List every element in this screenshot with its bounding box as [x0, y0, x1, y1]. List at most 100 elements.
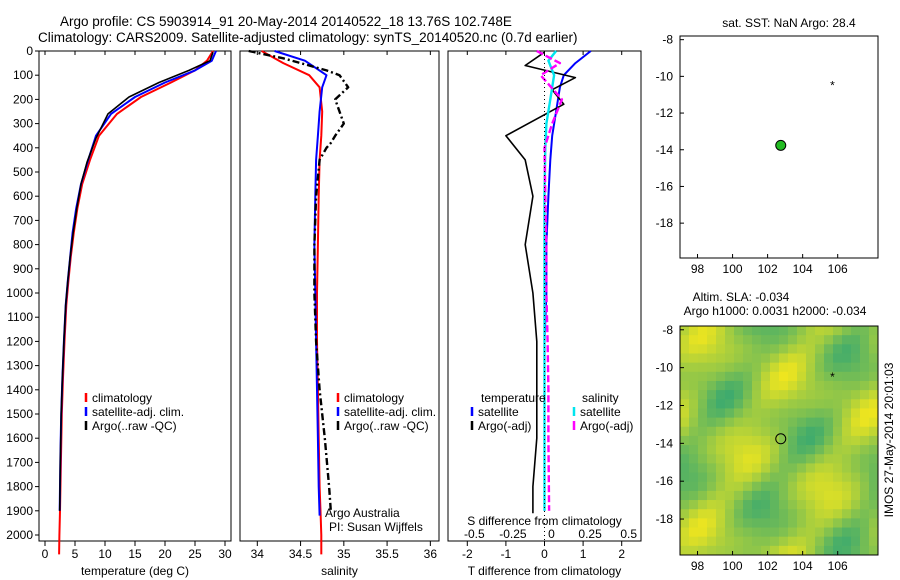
depth-tick-label: 800: [13, 238, 33, 252]
sla-cell: [806, 371, 816, 382]
difference-legend-temperature-label: Argo(-adj): [478, 419, 531, 433]
sla-cell: [851, 326, 861, 336]
sla-cell: [797, 335, 807, 345]
sla-cell: [743, 435, 753, 446]
sla-cell: [860, 426, 870, 437]
sla-cell: [761, 371, 771, 382]
sla-cell: [725, 545, 735, 556]
sla-cell: [815, 481, 825, 492]
sla-cell: [716, 344, 726, 354]
sst_map-ytick-label: -14: [656, 143, 674, 157]
sla-cell: [707, 536, 717, 547]
sla-cell: [707, 417, 717, 428]
sla-cell: [680, 472, 690, 483]
sla-cell: [779, 335, 789, 345]
sla-cell: [689, 426, 699, 437]
sst_map-xtick-label: 98: [691, 262, 705, 276]
sla-cell: [707, 490, 717, 501]
sla-cell: [842, 463, 852, 474]
temperature-xtick-label: 25: [188, 547, 202, 561]
sla-cell: [680, 500, 690, 510]
sla-cell: [734, 435, 744, 446]
sla-cell: [842, 335, 852, 345]
sla-cell: [689, 463, 699, 474]
sla-cell: [770, 326, 780, 336]
sla-cell: [725, 426, 735, 437]
sla-cell: [752, 518, 762, 529]
sla-cell: [779, 445, 789, 455]
sla-cell: [707, 435, 717, 446]
sla-cell: [680, 326, 690, 336]
sla-cell: [806, 454, 816, 464]
sla-cell: [770, 353, 780, 364]
sla-cell: [833, 463, 843, 474]
sla-cell: [734, 490, 744, 501]
sla_map-ytick-label: -12: [656, 398, 674, 412]
sla-cell: [806, 518, 816, 529]
sla-cell: [824, 326, 834, 336]
sla_map-xtick-label: 100: [723, 559, 743, 573]
sla-cell: [797, 362, 807, 373]
depth-tick-label: 1700: [6, 455, 33, 469]
sla-cell: [851, 417, 861, 428]
sla-cell: [824, 445, 834, 455]
sla-cell: [770, 390, 780, 400]
sla-cell: [689, 344, 699, 354]
sla_map-ytick-label: -8: [662, 323, 673, 337]
sla-cell: [752, 545, 762, 556]
sla-cell: [689, 390, 699, 400]
sla-cell: [734, 536, 744, 547]
sla-cell: [752, 481, 762, 492]
sla-cell: [860, 399, 870, 409]
sla-cell: [815, 463, 825, 474]
sla-cell: [860, 545, 870, 556]
sla-cell: [707, 445, 717, 455]
sla-cell: [716, 500, 726, 510]
salinity-annotation: Argo Australia: [325, 506, 400, 520]
sla-cell: [851, 545, 861, 556]
difference-xtick-label: 1: [580, 547, 587, 561]
sla-cell: [833, 445, 843, 455]
sla-cell: [833, 490, 843, 501]
sla-cell: [815, 445, 825, 455]
sla-cell: [851, 454, 861, 464]
sla-cell: [824, 536, 834, 547]
sla-cell: [689, 371, 699, 382]
sla-cell: [752, 353, 762, 364]
sla_map-ytick-label: -16: [656, 474, 674, 488]
sst_map-xtick-label: 102: [758, 262, 778, 276]
difference-top-axis-label: S difference from climatology: [467, 514, 622, 528]
depth-tick-label: 2000: [6, 528, 33, 542]
sla-cell: [761, 545, 771, 556]
sla-cell: [725, 326, 735, 336]
sla-cell: [824, 380, 834, 391]
sla-cell: [698, 353, 708, 364]
sla-cell: [806, 362, 816, 373]
sla-cell: [860, 463, 870, 474]
sla-cell: [824, 399, 834, 409]
salinity-annotation: PI: Susan Wijffels: [329, 520, 423, 534]
sst-map-title: sat. SST: NaN Argo: 28.4: [722, 16, 856, 30]
sla-cell: [761, 536, 771, 547]
sla-cell: [725, 518, 735, 529]
sla-cell: [806, 353, 816, 364]
sla-cell: [707, 545, 717, 556]
sla-cell: [680, 399, 690, 409]
sla-cell: [842, 344, 852, 354]
sla-cell: [797, 536, 807, 547]
sla-cell: [716, 463, 726, 474]
sla-cell: [689, 545, 699, 556]
sla-cell: [833, 481, 843, 492]
sla-cell: [815, 380, 825, 391]
sla-cell: [761, 509, 771, 519]
sla-cell: [698, 435, 708, 446]
sla-cell: [797, 472, 807, 483]
sla-cell: [779, 545, 789, 556]
sla-cell: [824, 518, 834, 529]
sla-cell: [689, 518, 699, 529]
difference-xlabel: T difference from climatology: [468, 564, 622, 578]
sla-cell: [761, 426, 771, 437]
sla-cell: [698, 390, 708, 400]
sla-cell: [851, 536, 861, 547]
depth-tick-label: 1600: [6, 431, 33, 445]
